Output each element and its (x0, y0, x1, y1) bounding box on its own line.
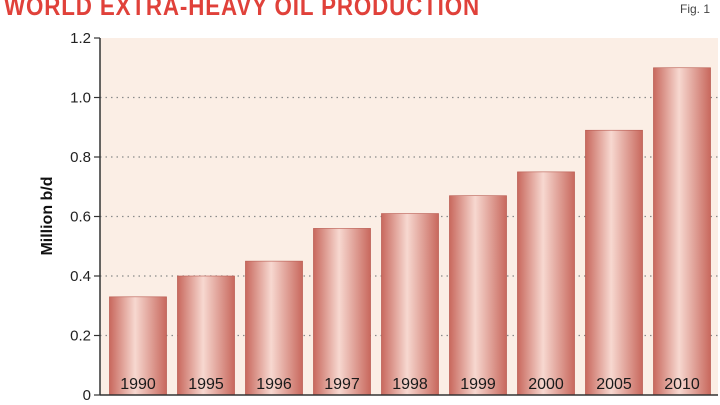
y-tick-label: 0.2 (70, 328, 91, 345)
x-category-label: 2010 (664, 376, 700, 393)
bar (449, 195, 507, 396)
x-category-label: 2005 (596, 376, 632, 393)
y-tick-label: 0.6 (70, 209, 91, 226)
y-axis-ticks: 0 0.2 0.4 0.6 0.8 1.0 1.2 (70, 30, 100, 404)
bar (585, 129, 643, 396)
x-axis-categories: 1990 1995 1996 1997 1998 1999 2000 2005 2010 (120, 376, 700, 393)
y-axis-label: Million b/d (39, 176, 56, 255)
x-category-label: 1999 (460, 376, 496, 393)
y-tick-label: 0 (83, 387, 91, 404)
x-category-label: 1996 (256, 376, 292, 393)
bar-series (109, 67, 711, 396)
bar (177, 275, 235, 396)
bar (313, 228, 371, 396)
bar (653, 67, 711, 396)
x-category-label: 1990 (120, 376, 156, 393)
bar (109, 296, 167, 396)
chart-title: WORLD EXTRA-HEAVY OIL PRODUCTION (4, 0, 480, 21)
bar (517, 171, 575, 396)
x-category-label: 1998 (392, 376, 428, 393)
bar (245, 260, 303, 396)
figure-label: Fig. 1 (679, 2, 710, 16)
x-category-label: 1997 (324, 376, 360, 393)
y-tick-label: 1.2 (70, 30, 91, 47)
x-category-label: 1995 (188, 376, 224, 393)
y-tick-label: 0.8 (70, 149, 91, 166)
x-category-label: 2000 (528, 376, 564, 393)
bar (381, 213, 439, 396)
y-tick-label: 1.0 (70, 90, 91, 107)
y-tick-label: 0.4 (70, 268, 91, 285)
